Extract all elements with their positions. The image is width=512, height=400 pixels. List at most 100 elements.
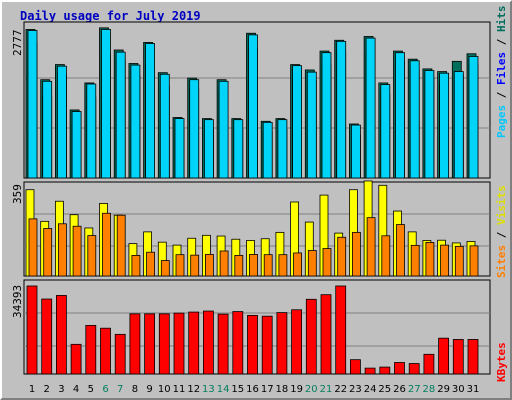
- day-label: 30: [452, 384, 465, 395]
- kbytes-bar: [158, 313, 170, 375]
- kbytes-bar: [202, 310, 214, 375]
- hits-bar: [189, 79, 200, 179]
- sites-bar: [322, 248, 332, 277]
- hits-bar: [115, 51, 126, 179]
- sites-bar: [28, 218, 38, 277]
- sites-bar: [72, 225, 82, 277]
- sites-bar: [410, 244, 420, 277]
- day-label: 11: [173, 384, 186, 395]
- kbytes-bar: [129, 313, 141, 375]
- hits-bar: [174, 118, 185, 179]
- kbytes-bar: [144, 313, 156, 375]
- kbytes-bar: [41, 298, 53, 375]
- sites-bar: [293, 252, 303, 277]
- day-label: 31: [467, 384, 480, 395]
- day-label: 20: [305, 384, 318, 395]
- sites-bar: [469, 245, 479, 277]
- sites-bar: [307, 250, 317, 277]
- kbytes-bar: [26, 285, 38, 375]
- day-label: 18: [276, 384, 289, 395]
- hits-bar: [57, 65, 67, 179]
- hits-bar: [71, 111, 82, 179]
- sites-bar: [58, 223, 67, 277]
- hits-bar: [130, 64, 141, 179]
- day-label: 29: [437, 384, 450, 395]
- sites-bar: [425, 242, 435, 277]
- sites-bar: [87, 235, 97, 277]
- kbytes-bar: [291, 309, 303, 375]
- kbytes-bar: [100, 327, 111, 375]
- day-label: 3: [58, 384, 64, 395]
- day-label: 22: [334, 384, 347, 395]
- day-label: 4: [73, 384, 79, 395]
- kbytes-bar: [349, 359, 361, 375]
- sites-bar: [249, 254, 258, 277]
- sites-bar: [204, 254, 214, 277]
- hits-bar: [203, 119, 214, 179]
- day-label: 1: [29, 384, 35, 395]
- sites-bar: [351, 231, 361, 277]
- day-label: 16: [246, 384, 259, 395]
- sites-bar: [190, 254, 200, 277]
- sites-bar: [102, 212, 111, 277]
- kbytes-bar: [217, 313, 229, 375]
- sites-bar: [278, 254, 288, 277]
- hits-bar: [277, 119, 288, 179]
- hits-bar: [233, 119, 244, 179]
- sites-bar: [454, 245, 464, 277]
- day-label: 9: [146, 384, 152, 395]
- hits-bar: [424, 70, 435, 179]
- kbytes-bar: [232, 311, 244, 375]
- day-label: 5: [88, 384, 94, 395]
- kbytes-bar: [188, 311, 200, 375]
- hits-bar: [218, 80, 229, 179]
- day-label: 28: [423, 384, 436, 395]
- hits-bar: [42, 80, 53, 179]
- hits-bar: [27, 30, 38, 179]
- hits-bar: [86, 83, 97, 179]
- kbytes-bar: [114, 333, 126, 375]
- day-label: 14: [217, 384, 230, 395]
- hits-bar: [336, 40, 347, 179]
- sites-bar: [160, 260, 170, 277]
- hits-bar: [365, 37, 376, 179]
- day-label: 24: [364, 384, 377, 395]
- hits-bar: [321, 52, 332, 179]
- kbytes-bar: [261, 315, 273, 375]
- sites-bar: [396, 224, 405, 277]
- kbytes-bar: [438, 337, 450, 375]
- sites-bar: [131, 255, 141, 277]
- kbytes-bar: [335, 285, 347, 375]
- kbytes-bar: [379, 366, 391, 375]
- sites-bar: [146, 251, 156, 277]
- sites-bar: [43, 228, 53, 277]
- day-label: 15: [231, 384, 244, 395]
- day-label: 27: [408, 384, 421, 395]
- kbytes-bar: [276, 312, 288, 375]
- sites-bar: [234, 255, 244, 277]
- kbytes-bar: [173, 312, 185, 375]
- kbytes-bar: [85, 324, 97, 375]
- kbytes-bar: [56, 295, 67, 375]
- chart-title: Daily usage for July 2019: [20, 9, 201, 23]
- day-label: 2: [44, 384, 50, 395]
- hits-bar: [292, 65, 303, 179]
- kbytes-bar: [394, 362, 405, 375]
- kbytes-bar: [364, 367, 376, 375]
- hits-bar: [468, 56, 479, 179]
- day-label: 6: [102, 384, 108, 395]
- day-label: 17: [261, 384, 274, 395]
- kbytes-bar: [247, 315, 258, 375]
- sites-bar: [116, 214, 126, 277]
- day-label: 13: [202, 384, 215, 395]
- sites-bar: [263, 254, 273, 277]
- hits-bar: [395, 52, 405, 179]
- kbytes-bar: [305, 298, 317, 375]
- sites-bar: [337, 236, 347, 277]
- hits-bar: [159, 73, 170, 179]
- day-label: 19: [290, 384, 303, 395]
- kbytes-bar: [70, 343, 82, 375]
- hits-bar: [306, 71, 317, 179]
- day-label: 25: [378, 384, 391, 395]
